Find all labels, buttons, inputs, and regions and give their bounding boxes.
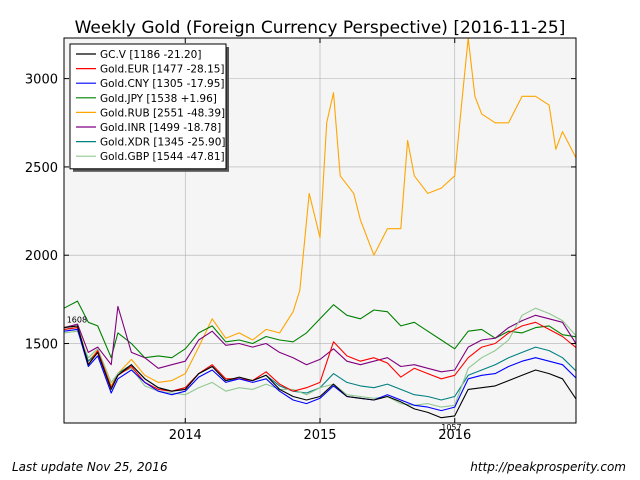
last-update-text: Last update Nov 25, 2016	[12, 460, 168, 474]
legend-label: Gold.JPY [1538 +1.96]	[100, 93, 217, 105]
series-layer	[63, 37, 577, 419]
legend: GC.V [1186 -21.20] Gold.EUR [1477 -28.15]…	[69, 43, 229, 172]
series-line-gold-cny	[63, 328, 577, 412]
annotation-label: 1608	[67, 315, 87, 324]
legend-label: Gold.EUR [1477 -28.15]	[100, 64, 225, 76]
ticks: 2014 2015 2016 1500 2000 2500 3000	[25, 38, 576, 443]
plot-border	[63, 37, 577, 424]
legend-label: Gold.XDR [1345 -25.90]	[100, 137, 226, 149]
x-tick-label: 2014	[169, 428, 202, 443]
legend-label: Gold.INR [1499 -18.78]	[100, 122, 221, 134]
y-tick-label: 1500	[25, 338, 58, 353]
annotations: 1608 1057	[67, 315, 462, 431]
chart-title: Weekly Gold (Foreign Currency Perspectiv…	[75, 18, 566, 38]
series-line-gc-v	[63, 325, 577, 419]
y-tick-label: 2500	[25, 161, 58, 176]
legend-items: GC.V [1186 -21.20] Gold.EUR [1477 -28.15]…	[76, 49, 226, 163]
legend-label: Gold.CNY [1305 -17.95]	[100, 78, 225, 90]
series-line-gold-jpy	[63, 300, 577, 359]
x-tick-label: 2015	[303, 428, 336, 443]
series-line-gold-rub	[63, 37, 577, 387]
legend-box	[69, 43, 227, 170]
x-tick-label: 2016	[438, 428, 471, 443]
series-line-gold-gbp	[63, 307, 577, 408]
series-line-gold-eur	[63, 321, 577, 392]
legend-label: GC.V [1186 -21.20]	[100, 49, 201, 61]
y-tick-label: 2000	[25, 249, 58, 264]
legend-label: Gold.RUB [2551 -48.39]	[100, 107, 225, 119]
y-tick-label: 3000	[25, 73, 58, 88]
source-url-text: http://peakprosperity.com	[470, 460, 626, 474]
annotation-label: 1057	[441, 423, 461, 432]
legend-label: Gold.GBP [1544 -47.81]	[100, 151, 225, 163]
series-line-gold-inr	[63, 305, 577, 373]
